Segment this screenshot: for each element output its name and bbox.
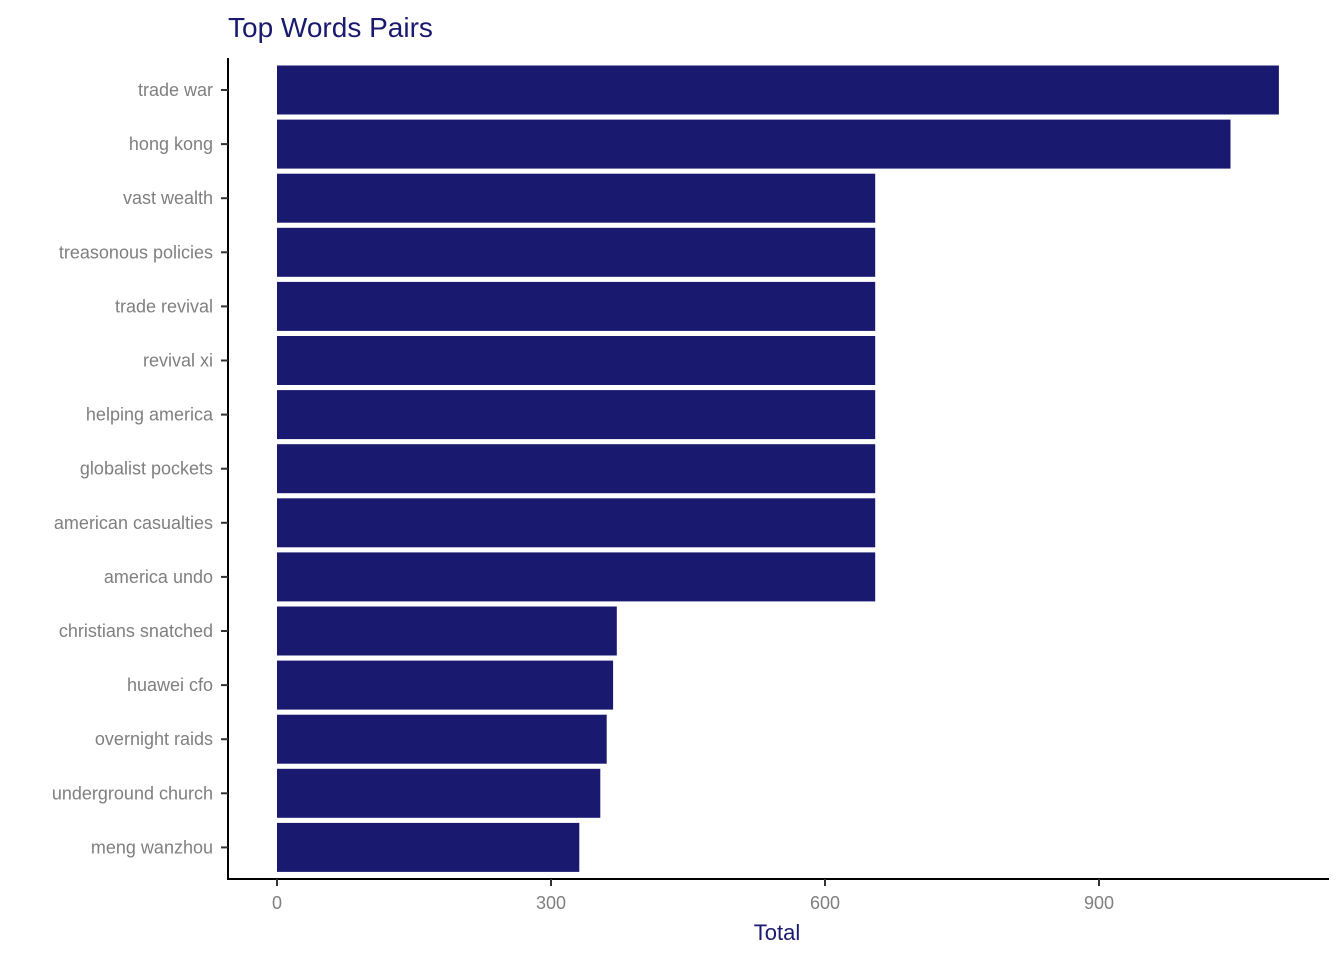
bar-underground-church (277, 768, 601, 818)
y-tick-label: trade revival (115, 296, 213, 316)
y-tick-label: revival xi (143, 351, 213, 371)
chart-title: Top Words Pairs (228, 12, 433, 43)
y-tick-label: trade war (138, 80, 213, 100)
bar-overnight-raids (277, 714, 607, 764)
y-tick-label: helping america (86, 405, 214, 425)
bar-helping-america (277, 390, 876, 440)
y-tick-label: hong kong (129, 134, 213, 154)
x-axis-title: Total (754, 920, 800, 945)
bar-vast-wealth (277, 173, 876, 223)
y-tick-label: overnight raids (95, 729, 213, 749)
y-tick-label: meng wanzhou (91, 837, 213, 857)
x-tick-label: 300 (536, 893, 566, 913)
bar-trade-war (277, 65, 1279, 115)
y-tick-label: christians snatched (59, 621, 213, 641)
bar-america-undo (277, 552, 876, 602)
bar-revival-xi (277, 336, 876, 385)
bar-trade-revival (277, 281, 876, 331)
y-tick-label: globalist pockets (80, 459, 213, 479)
y-tick-label: huawei cfo (127, 675, 213, 695)
y-tick-label: america undo (104, 567, 213, 587)
x-tick-label: 0 (272, 893, 282, 913)
bars (277, 65, 1279, 872)
y-tick-label: american casualties (54, 513, 213, 533)
bar-treasonous-policies (277, 227, 876, 277)
bar-hong-kong (277, 119, 1231, 169)
x-axis: 0 300 600 900 (227, 878, 1329, 913)
bar-huawei-cfo (277, 660, 614, 710)
y-tick-label: vast wealth (123, 188, 213, 208)
x-tick-label: 600 (810, 893, 840, 913)
bar-meng-wanzhou (277, 822, 580, 872)
bar-american-casualties (277, 498, 876, 548)
x-tick-label: 900 (1084, 893, 1114, 913)
y-axis: trade war hong kong vast wealth treasonous … (52, 58, 229, 880)
y-tick-label: underground church (52, 783, 213, 803)
y-tick-label: treasonous policies (59, 242, 213, 262)
bar-globalist-pockets (277, 444, 876, 494)
bar-christians-snatched (277, 606, 617, 656)
